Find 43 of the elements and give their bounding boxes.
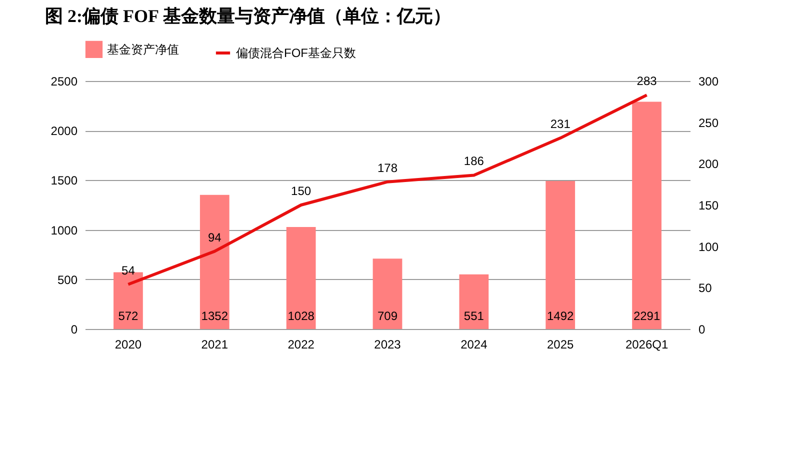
- y2-tick-label: 200: [698, 157, 719, 172]
- y-tick-label: 500: [57, 272, 78, 287]
- data-label: 283: [636, 74, 658, 88]
- x-tick-label: 2024: [460, 338, 488, 352]
- y-tick-label: 0: [70, 322, 78, 336]
- y2-tick-label: 0: [698, 322, 706, 336]
- data-label: 94: [208, 230, 222, 244]
- data-label: 186: [464, 154, 484, 168]
- legend-label: 偏债混合FOF基金只数: [236, 46, 356, 60]
- y-tick-label: 1500: [50, 174, 78, 188]
- data-label: 1028: [288, 309, 315, 323]
- bar: [286, 227, 316, 329]
- bar: [200, 194, 230, 329]
- y2-tick-label: 50: [698, 281, 712, 296]
- data-label: 1352: [201, 309, 228, 323]
- data-label: 2291: [633, 309, 660, 323]
- y2-tick-label: 150: [698, 198, 719, 212]
- y2-tick-label: 300: [698, 74, 719, 88]
- data-label: 54: [122, 263, 136, 278]
- bar: [632, 102, 662, 329]
- chart-title: 图 2:偏债 FOF 基金数量与资产净值（单位：亿元）: [45, 6, 451, 26]
- y2-tick-label: 100: [698, 240, 719, 254]
- bar: [372, 258, 402, 329]
- legend-label: 基金资产净值: [107, 42, 179, 56]
- x-tick-label: 2025: [547, 338, 574, 352]
- y2-tick-label: 250: [698, 116, 719, 130]
- x-tick-label: 2022: [288, 338, 315, 352]
- bar: [459, 274, 489, 329]
- data-label: 178: [377, 160, 398, 175]
- data-label: 1492: [547, 309, 574, 323]
- data-label: 709: [377, 309, 398, 323]
- data-label: 551: [464, 309, 484, 323]
- x-tick-label: 2020: [114, 338, 142, 352]
- x-tick-label: 2026Q1: [625, 338, 668, 352]
- x-tick-label: 2023: [374, 338, 402, 352]
- data-label: 572: [118, 309, 139, 323]
- y-tick-label: 2500: [50, 74, 78, 88]
- bar: [546, 180, 576, 329]
- x-tick-label: 2021: [201, 338, 228, 352]
- y-tick-label: 1000: [50, 223, 78, 238]
- data-label: 150: [291, 184, 312, 198]
- y-tick-label: 2000: [50, 124, 78, 138]
- data-label: 231: [550, 117, 571, 132]
